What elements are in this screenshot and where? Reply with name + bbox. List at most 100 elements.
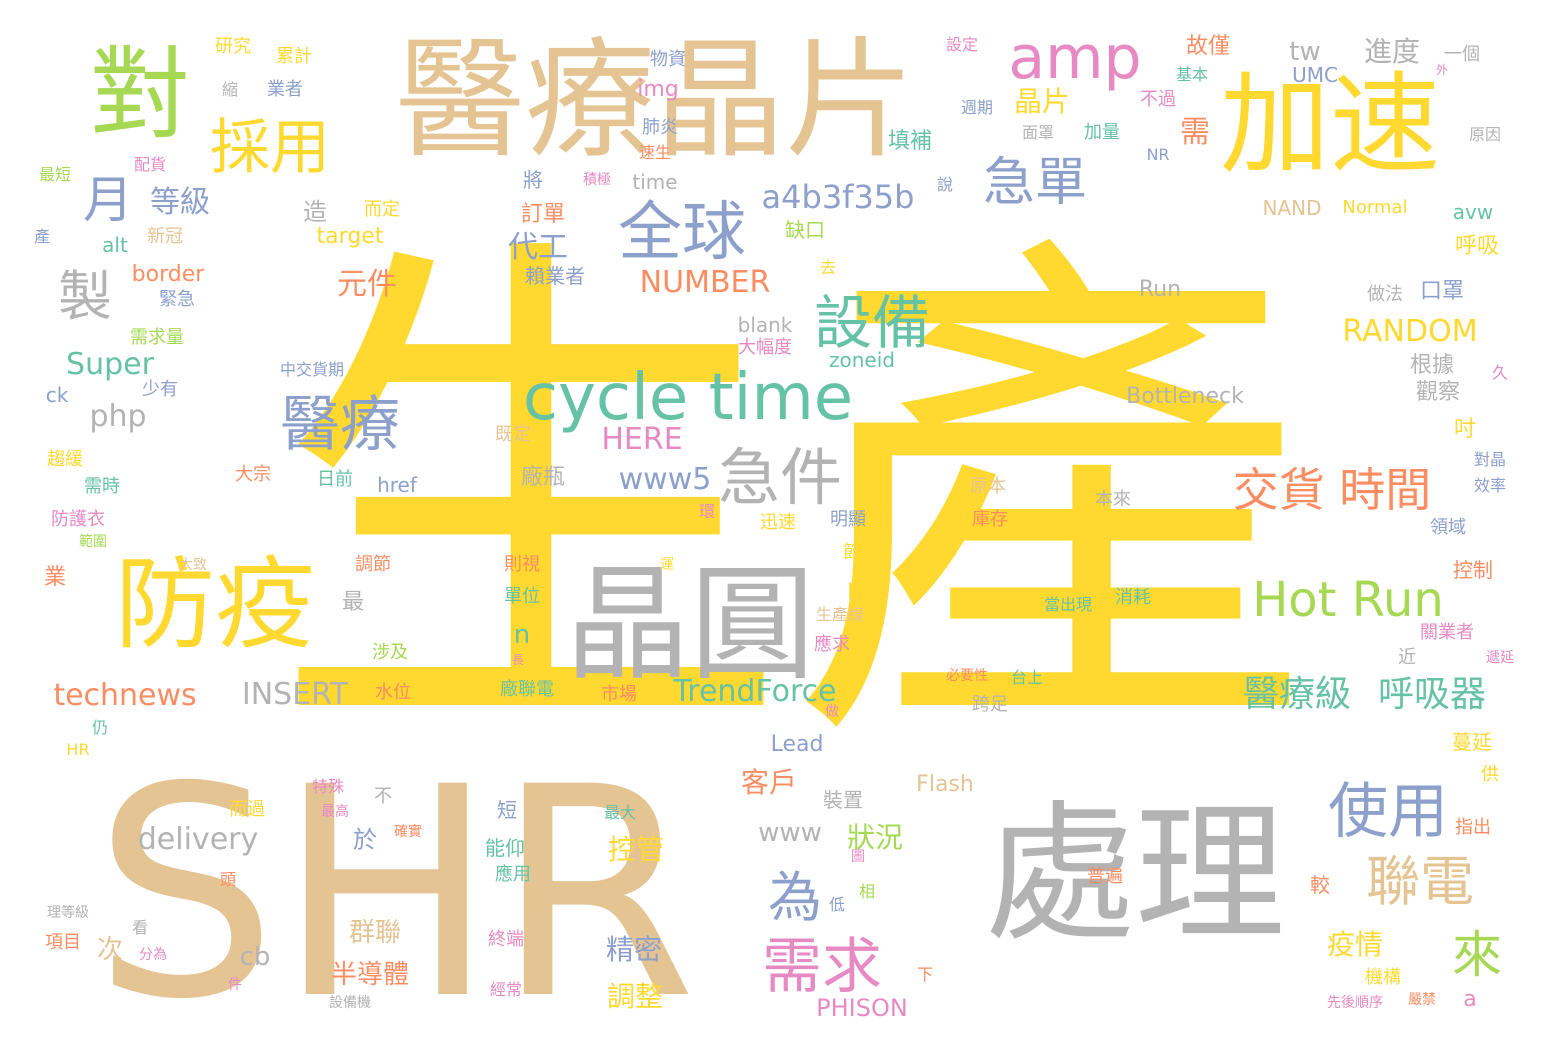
cloud-word: 單位 [504, 586, 540, 607]
cloud-word: 醫療 [280, 390, 400, 460]
cloud-word: 市場 [601, 684, 637, 705]
cloud-word: 能仰 [485, 836, 525, 860]
cloud-word: 訂單 [520, 202, 566, 227]
cloud-word: 半導體 [330, 960, 410, 990]
cloud-word: 月 [83, 171, 133, 229]
cloud-word: 明顯 [830, 509, 866, 530]
cloud-word: 醫療級 [1242, 674, 1352, 715]
cloud-word: 大致 [179, 557, 207, 573]
cloud-word: 做 [825, 704, 839, 720]
cloud-word: 設定 [945, 35, 979, 54]
cloud-word: 長 [511, 653, 525, 667]
cloud-word: php [89, 399, 147, 434]
cloud-word: 效率 [1473, 476, 1507, 495]
cloud-word: 件 [228, 977, 242, 993]
cloud-word: 涉及 [372, 642, 408, 663]
cloud-word: 需 [1180, 115, 1210, 150]
cloud-word: 缺口 [785, 218, 825, 242]
cloud-word: 呼吸 [1454, 234, 1500, 259]
cloud-word: blank [737, 313, 793, 337]
cloud-word: 配貨 [133, 155, 167, 174]
cloud-word: 肺炎 [642, 117, 678, 138]
cloud-word: 頭 [219, 870, 237, 889]
cloud-word: 全球 [618, 196, 746, 270]
cloud-word: SHR [93, 726, 697, 1052]
cloud-word: 物資 [650, 49, 686, 70]
cloud-word: a4b3f35b [761, 178, 915, 216]
cloud-word: 一個 [1444, 44, 1480, 65]
cloud-word: 支援 [1069, 671, 1127, 704]
cloud-word: 控制 [1453, 558, 1493, 582]
cloud-word: delivery [137, 822, 259, 857]
cloud-word: 防疫 [115, 546, 315, 663]
cloud-word: 先後順序 [1327, 995, 1383, 1011]
cloud-word: www5 [618, 462, 712, 497]
cloud-word: NAND [1262, 196, 1322, 220]
cloud-word: 對 [90, 36, 190, 153]
cloud-word: zoneid [829, 348, 895, 372]
cloud-word: 代工 [508, 230, 568, 265]
cloud-word: INSERT [241, 677, 349, 712]
cloud-word: IC [847, 580, 869, 605]
cloud-word: 製 [58, 265, 112, 328]
cloud-word: HR [66, 740, 90, 759]
cloud-word: 累計 [276, 46, 312, 67]
cloud-word: 分為 [139, 947, 167, 963]
cloud-word: 客戶 [740, 766, 798, 799]
cloud-word: 迅速 [760, 512, 796, 533]
cloud-word: 採用 [210, 113, 330, 183]
cloud-word: 填補 [887, 129, 933, 154]
cloud-word: 下 [916, 965, 934, 984]
cloud-word: 普遍 [1087, 866, 1123, 887]
cloud-word: TrendForce [673, 674, 837, 709]
cloud-word: 環 [698, 502, 716, 521]
cloud-word: 圖 [851, 849, 865, 865]
cloud-word: 新冠 [147, 226, 183, 247]
cloud-word: 進度 [1363, 35, 1421, 68]
cloud-word: 裝置 [823, 788, 863, 812]
cloud-word: 將 [523, 168, 543, 192]
cloud-word: 大幅度 [738, 337, 792, 358]
cloud-word: 於 [353, 826, 377, 854]
cloud-word: 聯電 [1366, 850, 1474, 913]
cloud-word: 原因 [1468, 125, 1502, 144]
cloud-word: 蔓延 [1452, 730, 1492, 754]
cloud-word: 賴業者 [525, 264, 585, 288]
cloud-word: 較 [1310, 873, 1330, 897]
cloud-word: 呼吸器 [1377, 674, 1487, 715]
cloud-word: 次 [96, 935, 124, 965]
cloud-word: 嚴禁 [1408, 992, 1436, 1008]
cloud-word: 基本 [1175, 65, 1209, 84]
cloud-word: 生產 [270, 197, 1310, 803]
cloud-word: 產 [33, 227, 51, 246]
cloud-word: cb [239, 942, 271, 972]
cloud-word: UMC [1292, 63, 1338, 87]
cloud-word: 造 [303, 198, 327, 226]
cloud-word: 當出現 [1043, 595, 1093, 614]
cloud-word: 則視 [504, 554, 540, 575]
cloud-word: 加速 [1220, 61, 1440, 189]
cloud-word: Run [1138, 277, 1182, 302]
cloud-word: 本來 [1095, 489, 1131, 510]
cloud-word: 理等級 [47, 905, 89, 921]
cloud-word: 急單 [982, 153, 1088, 213]
cloud-word: 低 [828, 895, 846, 914]
cloud-word: 調整 [606, 980, 664, 1013]
cloud-word: 防護衣 [51, 509, 105, 530]
cloud-word: 設備 [813, 289, 931, 357]
cloud-word: a [1463, 987, 1477, 1012]
cloud-word: 應用 [495, 864, 531, 885]
cloud-word: 久 [1491, 363, 1509, 382]
cloud-word: amp [1008, 23, 1142, 93]
cloud-word: Normal [1342, 197, 1408, 218]
cloud-word: 確實 [394, 824, 422, 840]
cloud-word: 使用 [1328, 777, 1448, 847]
cloud-word: Flash [916, 772, 974, 797]
cloud-word: 跨足 [972, 694, 1008, 715]
cloud-word: 庫存 [972, 509, 1008, 530]
cloud-word: 必要性 [946, 668, 988, 684]
cloud-word: 吋 [1453, 417, 1477, 442]
cloud-word: 控管 [607, 833, 665, 866]
cloud-word: 廠聯電 [500, 679, 554, 700]
